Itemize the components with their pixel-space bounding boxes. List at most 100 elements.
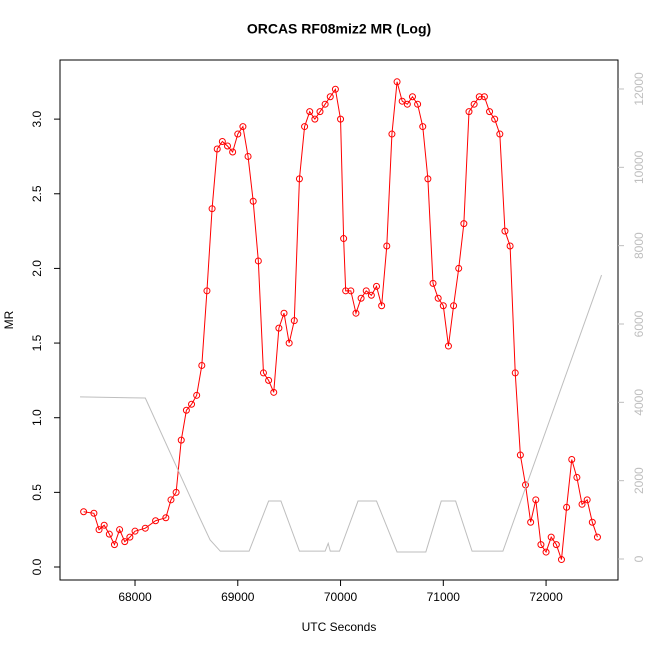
data-point [542, 548, 550, 556]
x-tick-label: 69000 [221, 590, 255, 604]
data-point [578, 500, 586, 508]
y2-tick-label: 10000 [632, 150, 646, 184]
data-point [326, 93, 334, 101]
x-axis-label: UTC Seconds [302, 620, 377, 634]
data-point [527, 518, 535, 526]
data-point [532, 496, 540, 504]
y-tick-label: 1.0 [30, 409, 44, 426]
data-point [265, 376, 273, 384]
data-point [208, 205, 216, 213]
data-point [568, 456, 576, 464]
data-point [516, 451, 524, 459]
data-point [254, 257, 262, 265]
x-tick-label: 68000 [118, 590, 152, 604]
data-point [218, 138, 226, 146]
data-point [475, 93, 483, 101]
y-tick-label: 1.5 [30, 334, 44, 351]
data-point [403, 100, 411, 108]
data-point [275, 324, 283, 332]
data-point [167, 496, 175, 504]
y2-tick-label: 0 [632, 555, 646, 562]
plot-frame [59, 59, 619, 581]
data-point [501, 227, 509, 235]
data-point [465, 108, 473, 116]
data-point [259, 369, 267, 377]
y-axis-label: MR [2, 310, 16, 329]
data-point [95, 526, 103, 534]
data-point [393, 78, 401, 86]
data-point [352, 309, 360, 317]
data-point [460, 220, 468, 228]
y-tick-label: 0.5 [30, 484, 44, 501]
data-point [337, 115, 345, 123]
data-point [131, 527, 139, 535]
data-point [439, 302, 447, 310]
y-tick-label: 2.5 [30, 185, 44, 202]
data-point [100, 521, 108, 529]
data-point [444, 342, 452, 350]
data-point [152, 517, 160, 525]
data-point [280, 309, 288, 317]
data-point [116, 526, 124, 534]
data-point [244, 152, 252, 160]
data-point [583, 496, 591, 504]
data-point [491, 115, 499, 123]
data-point [373, 282, 381, 290]
data-point [398, 97, 406, 105]
data-point [290, 317, 298, 325]
data-point [496, 130, 504, 138]
y2-tick-label: 2000 [632, 467, 646, 494]
data-point [316, 108, 324, 116]
data-point [331, 85, 339, 93]
data-point [552, 541, 560, 549]
data-point [588, 518, 596, 526]
x-tick-label: 72000 [529, 590, 563, 604]
data-point [342, 287, 350, 295]
data-point [270, 388, 278, 396]
data-point [182, 406, 190, 414]
data-point [285, 339, 293, 347]
data-point [573, 473, 581, 481]
data-point [537, 541, 545, 549]
y-tick-label: 2.0 [30, 260, 44, 277]
data-point [105, 530, 113, 538]
data-point [172, 488, 180, 496]
data-point [383, 242, 391, 250]
data-point [126, 533, 134, 541]
data-point [434, 294, 442, 302]
data-point [367, 291, 375, 299]
data-point [340, 235, 348, 243]
series-line [80, 274, 603, 553]
data-point [224, 142, 232, 150]
y-tick-label: 3.0 [30, 110, 44, 127]
chart-title: ORCAS RF08miz2 MR (Log) [247, 21, 431, 37]
x-tick-label: 71000 [427, 590, 461, 604]
data-point [408, 93, 416, 101]
y2-tick-label: 4000 [632, 389, 646, 416]
data-point [110, 541, 118, 549]
data-point [470, 100, 478, 108]
data-point [506, 242, 514, 250]
data-point [321, 100, 329, 108]
data-point [121, 538, 129, 546]
x-tick-label: 70000 [324, 590, 358, 604]
y2-tick-label: 12000 [632, 72, 646, 106]
data-point [295, 175, 303, 183]
data-point [511, 369, 519, 377]
data-point [249, 197, 257, 205]
data-point [450, 302, 458, 310]
data-point [593, 533, 601, 541]
data-point [419, 123, 427, 131]
y2-tick-label: 8000 [632, 232, 646, 259]
data-point [414, 100, 422, 108]
data-point [203, 287, 211, 295]
data-point [557, 556, 565, 564]
data-point [198, 361, 206, 369]
data-point [388, 130, 396, 138]
data-point [378, 302, 386, 310]
data-point [306, 108, 314, 116]
y-tick-label: 0.0 [30, 558, 44, 575]
data-point [357, 294, 365, 302]
